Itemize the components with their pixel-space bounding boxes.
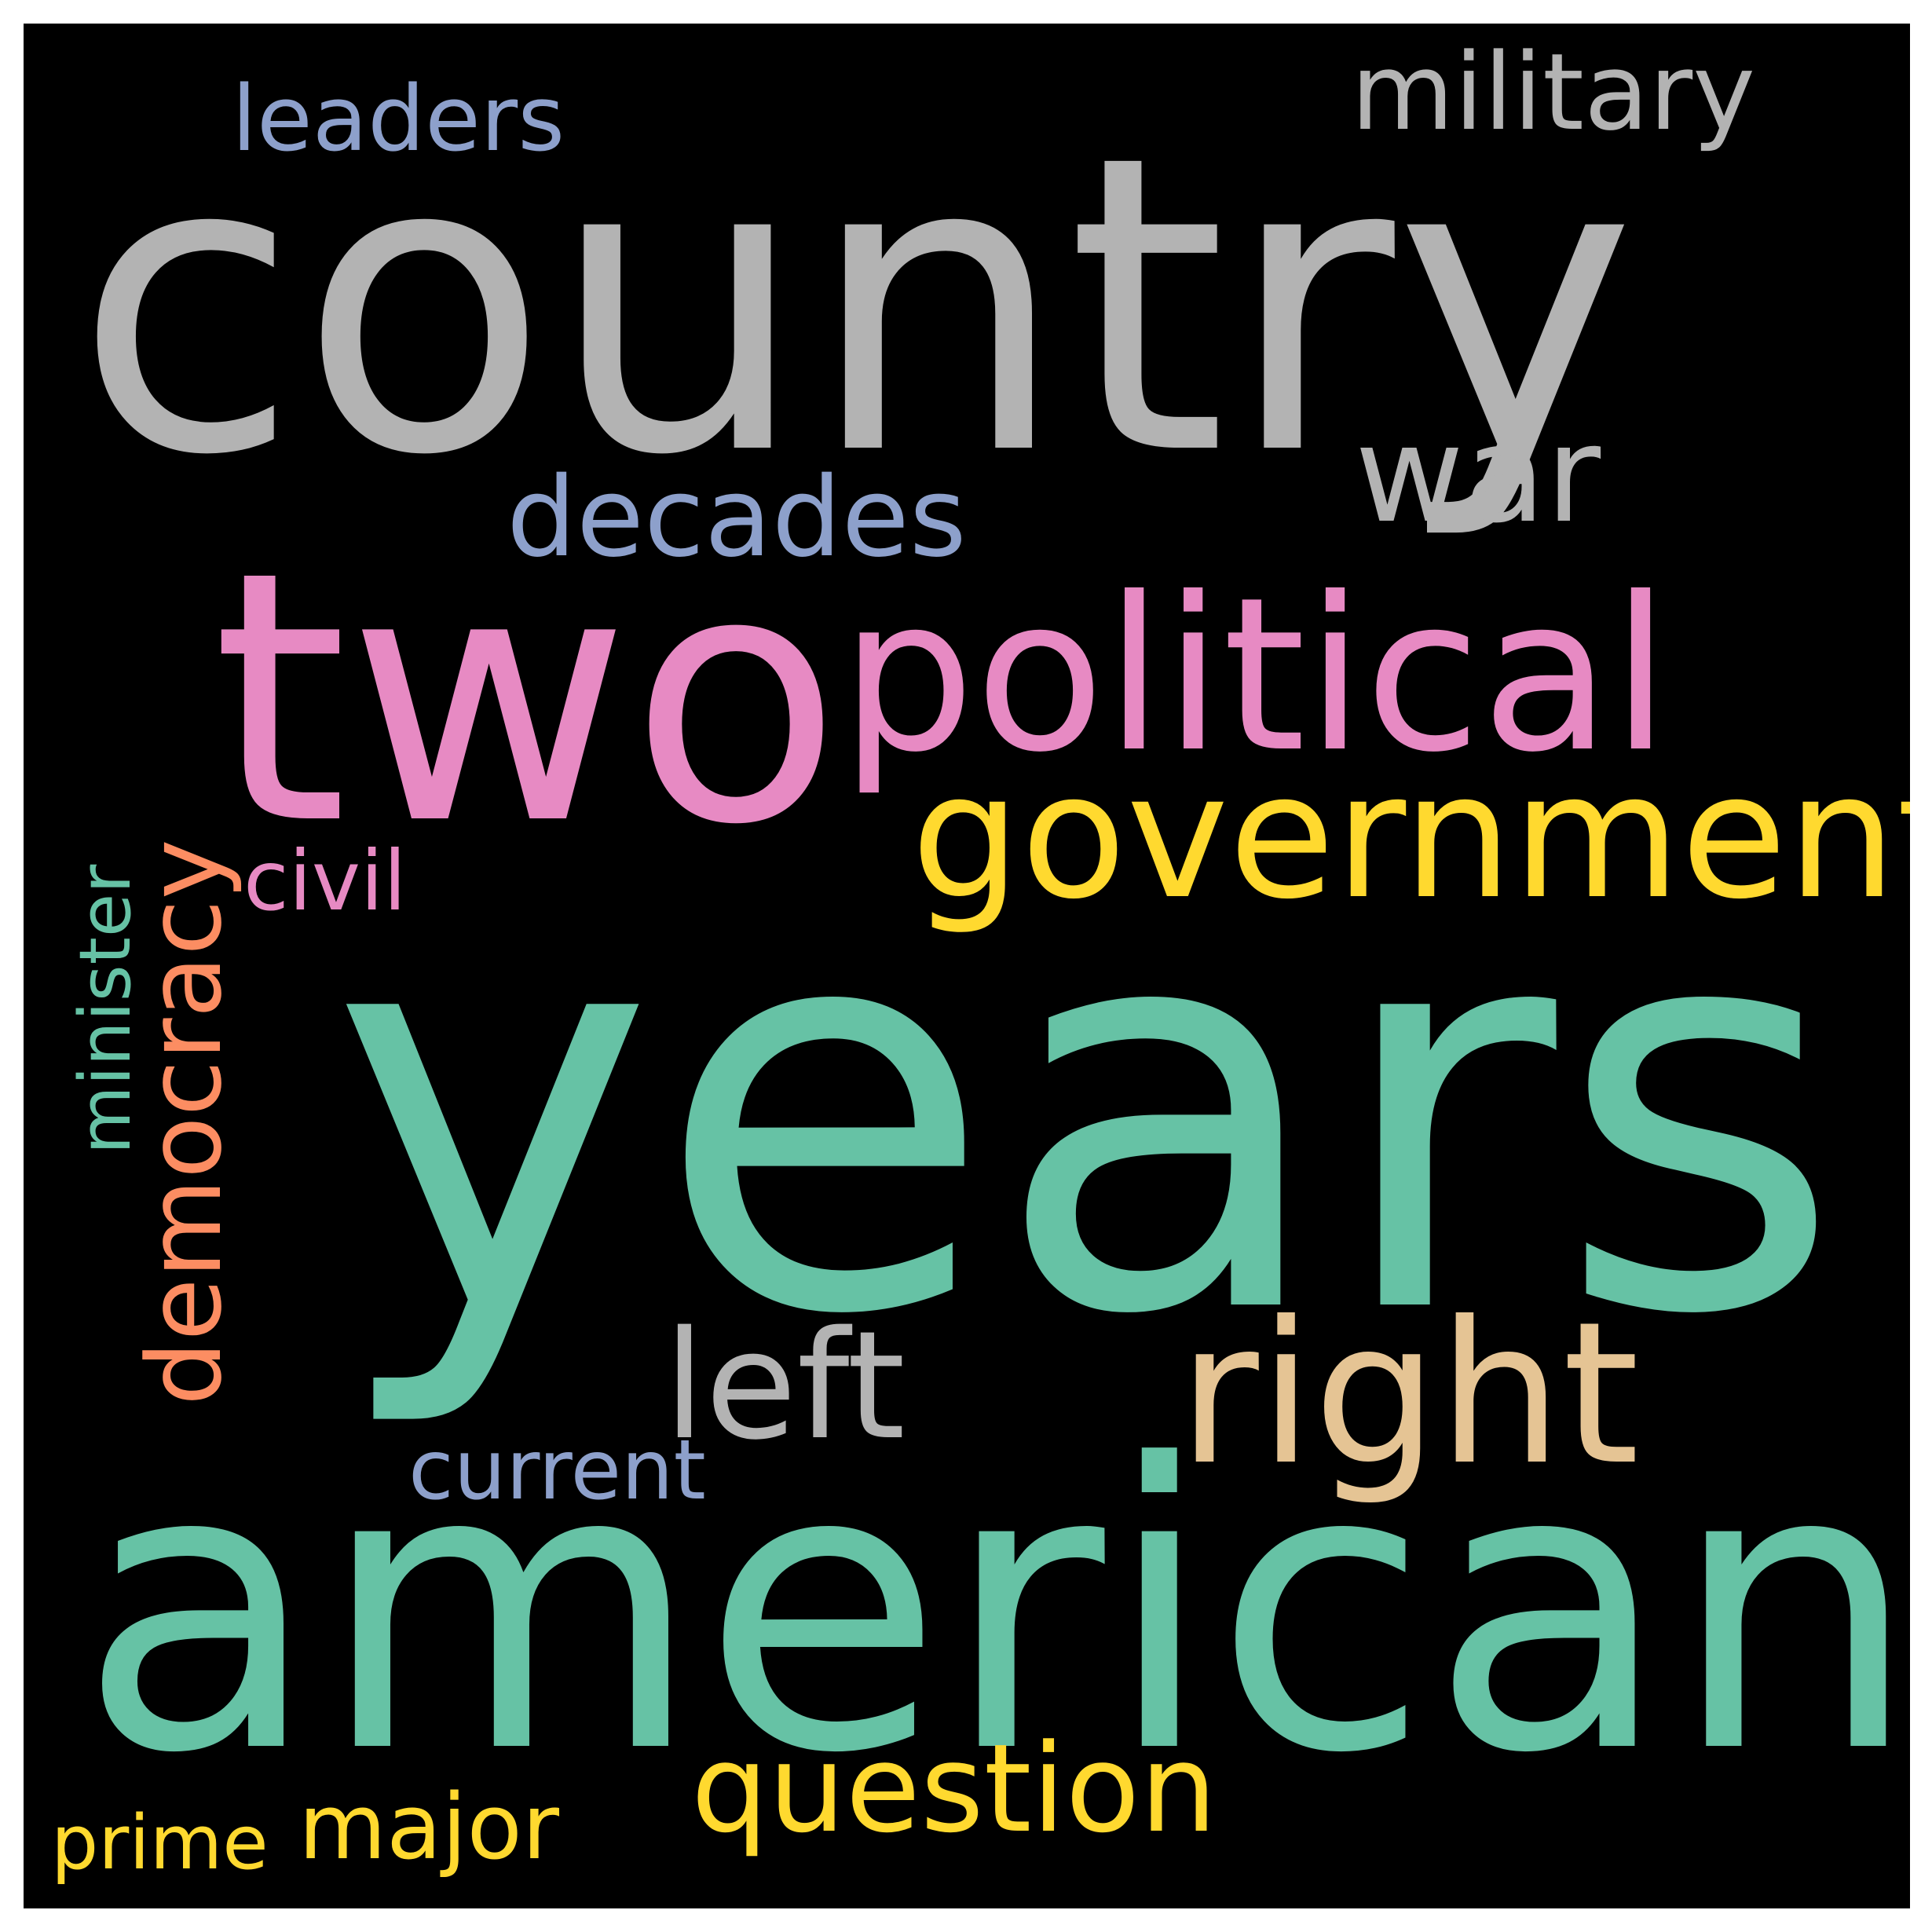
word-right: right xyxy=(1178,1279,1640,1508)
word-war: war xyxy=(1355,397,1601,553)
word-years: years xyxy=(330,795,1843,1435)
word-civil: civil xyxy=(243,833,407,929)
word-current: current xyxy=(408,1422,706,1518)
word-left: left xyxy=(664,1299,906,1473)
word-government: government xyxy=(911,736,1910,937)
word-leaders: leaders xyxy=(232,67,565,172)
word-two: two xyxy=(212,498,842,900)
word-prime: prime xyxy=(51,1800,269,1886)
word-minister: minister xyxy=(64,864,147,1154)
word-military: military xyxy=(1351,31,1756,154)
word-democracy: democracy xyxy=(125,839,244,1406)
word-american: american xyxy=(79,1381,1910,1839)
word-cloud-canvas: country years american two political gov… xyxy=(24,24,1910,1908)
word-question: question xyxy=(691,1718,1217,1860)
word-political: political xyxy=(840,551,1670,799)
word-country: country xyxy=(75,68,1637,544)
word-major: major xyxy=(298,1775,560,1880)
word-decades: decades xyxy=(507,454,967,582)
